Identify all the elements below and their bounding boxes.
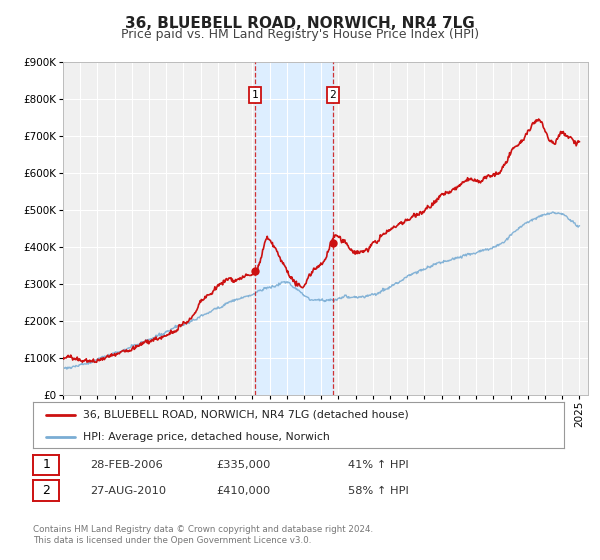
Text: 36, BLUEBELL ROAD, NORWICH, NR4 7LG (detached house): 36, BLUEBELL ROAD, NORWICH, NR4 7LG (det…: [83, 410, 409, 420]
Text: 2: 2: [42, 484, 50, 497]
Text: Price paid vs. HM Land Registry's House Price Index (HPI): Price paid vs. HM Land Registry's House …: [121, 28, 479, 41]
Bar: [255, 62, 332, 395]
Text: Contains HM Land Registry data © Crown copyright and database right 2024.
This d: Contains HM Land Registry data © Crown c…: [33, 525, 373, 545]
Text: £335,000: £335,000: [216, 460, 271, 470]
Text: 36, BLUEBELL ROAD, NORWICH, NR4 7LG: 36, BLUEBELL ROAD, NORWICH, NR4 7LG: [125, 16, 475, 31]
Text: 1: 1: [252, 90, 259, 100]
Text: 58% ↑ HPI: 58% ↑ HPI: [348, 486, 409, 496]
Text: 1: 1: [42, 458, 50, 472]
Text: 2: 2: [329, 90, 336, 100]
Text: HPI: Average price, detached house, Norwich: HPI: Average price, detached house, Norw…: [83, 432, 330, 441]
Text: 27-AUG-2010: 27-AUG-2010: [90, 486, 166, 496]
Text: 28-FEB-2006: 28-FEB-2006: [90, 460, 163, 470]
Text: 41% ↑ HPI: 41% ↑ HPI: [348, 460, 409, 470]
Text: £410,000: £410,000: [216, 486, 270, 496]
